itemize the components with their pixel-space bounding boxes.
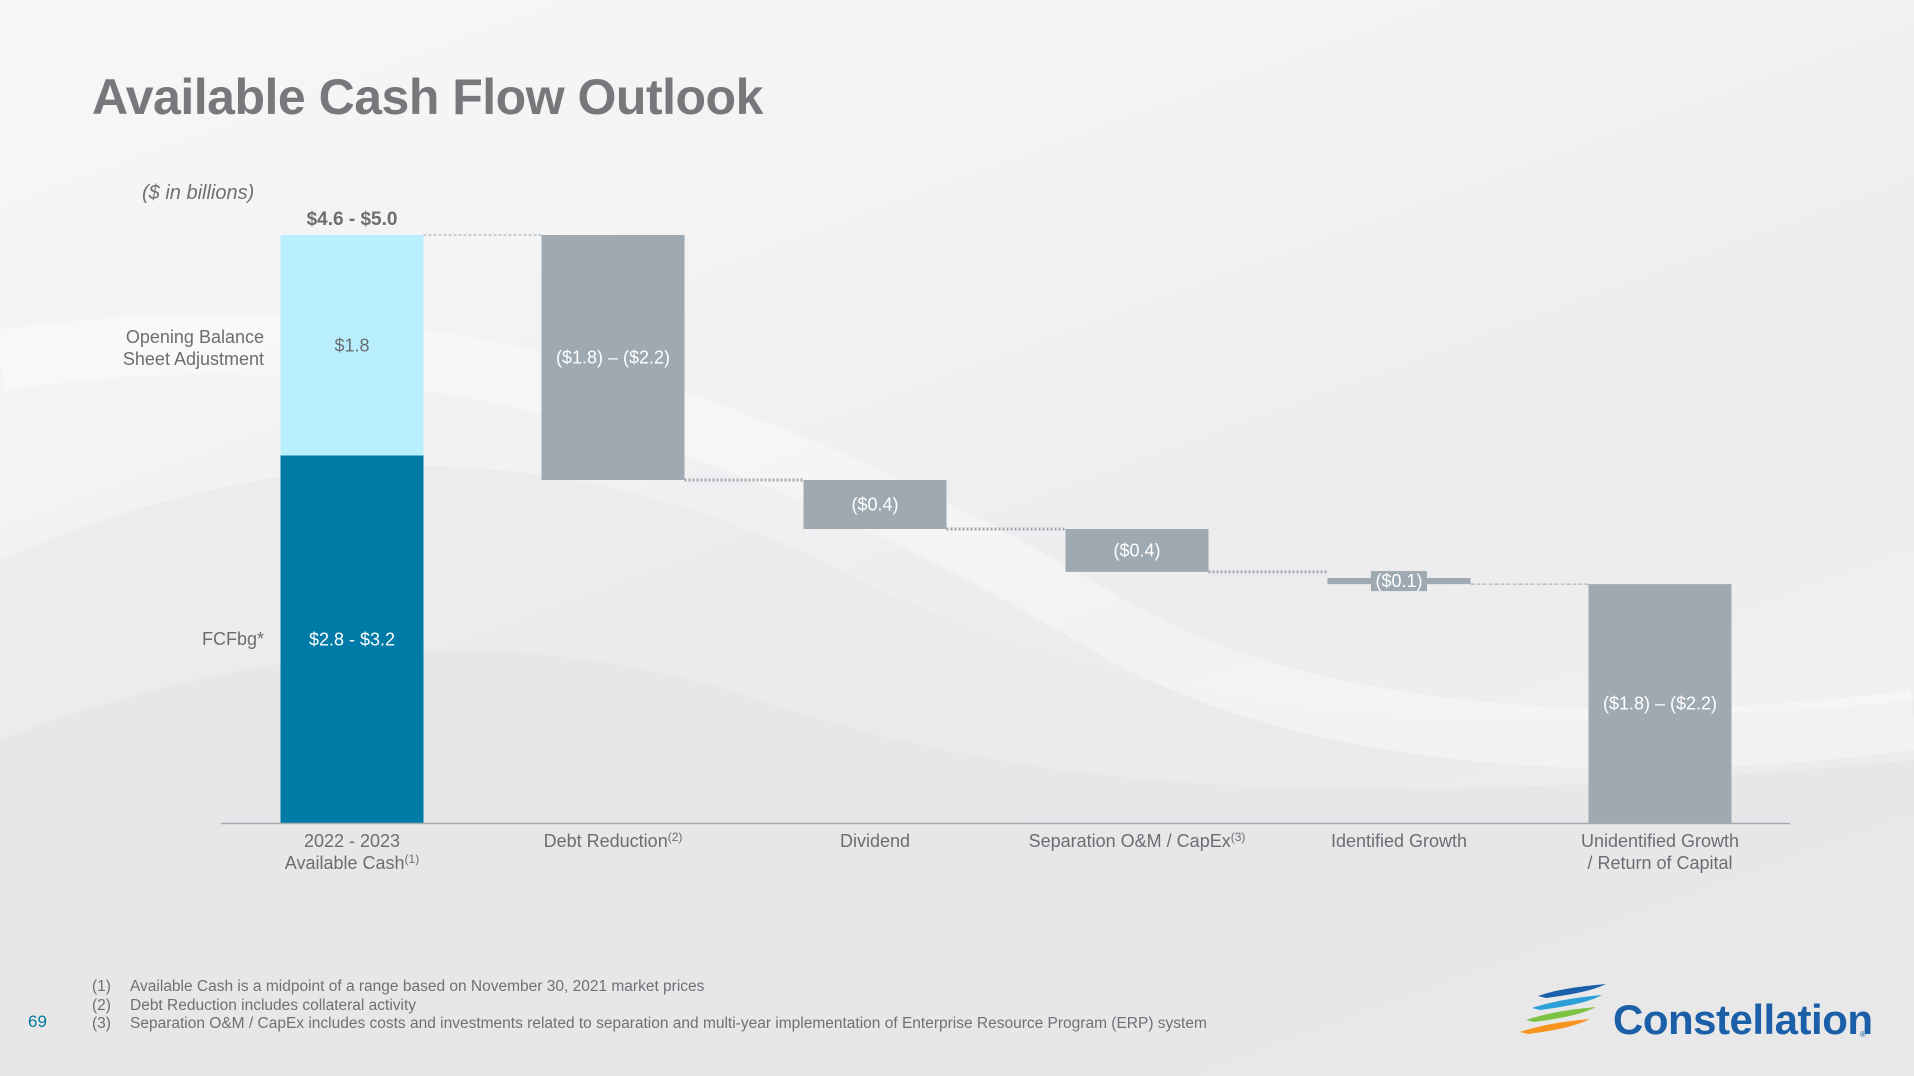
bar-value-label: ($0.4)	[1113, 540, 1160, 560]
waterfall-bar	[803, 480, 947, 529]
stack-label: Sheet Adjustment	[123, 349, 264, 369]
units-note: ($ in billions)	[142, 182, 255, 204]
footnote: (3) Separation O&M / CapEx includes cost…	[92, 1015, 1207, 1034]
bar-value-label: $2.8 - $3.2	[309, 629, 395, 649]
footnote-number: (3)	[92, 1015, 111, 1032]
footnote: (1) Available Cash is a midpoint of a ra…	[92, 978, 1207, 997]
category-label: Debt Reduction(2)	[544, 830, 683, 851]
constellation-logo-mark-icon	[1520, 984, 1606, 1034]
waterfall-bar	[1588, 584, 1732, 823]
category-label: / Return of Capital	[1587, 853, 1732, 873]
bar-value-label: ($0.1)	[1375, 571, 1422, 591]
category-label: 2022 - 2023	[304, 831, 400, 851]
category-label: Available Cash(1)	[285, 852, 419, 873]
total-value-label: $4.6 - $5.0	[307, 209, 398, 230]
stack-label: Opening Balance	[126, 327, 264, 347]
category-label: Identified Growth	[1331, 831, 1467, 851]
footnote: (2) Debt Reduction includes collateral a…	[92, 997, 1207, 1016]
bar-value-label: ($1.8) – ($2.2)	[556, 348, 670, 368]
bar-value-label: ($1.8) – ($2.2)	[1603, 694, 1717, 714]
waterfall-bar	[280, 455, 424, 823]
category-label: Unidentified Growth	[1581, 831, 1739, 851]
page-number: 69	[28, 1012, 47, 1031]
waterfall-bar	[541, 235, 685, 480]
footnote-text: Debt Reduction includes collateral activ…	[130, 996, 417, 1014]
bar-value-label: $1.8	[334, 335, 369, 355]
stack-label: FCFbg*	[202, 629, 264, 649]
category-label: Separation O&M / CapEx(3)	[1029, 830, 1246, 851]
footnote-text: Separation O&M / CapEx includes costs an…	[130, 1015, 1207, 1032]
bar-value-label: ($0.4)	[851, 495, 898, 515]
constellation-logo-wordmark: Constellation	[1613, 996, 1873, 1043]
waterfall-bar	[280, 235, 424, 456]
footnote-text: Available Cash is a midpoint of a range …	[130, 978, 705, 995]
category-label: Dividend	[840, 831, 910, 851]
footnote-number: (1)	[92, 978, 111, 995]
waterfall-bar	[1065, 529, 1209, 572]
footnotes: (1) Available Cash is a midpoint of a ra…	[92, 978, 1207, 1034]
constellation-logo: Constellation ®	[1516, 982, 1876, 1044]
bar-label-box	[1371, 571, 1427, 592]
page-title: Available Cash Flow Outlook	[92, 69, 763, 125]
registered-mark: ®	[1860, 1030, 1866, 1039]
waterfall-chart: $2.8 - $3.2 $1.8 ($1.8) – ($2.2) ($0.4) ($0.…	[123, 209, 1790, 873]
footnote-number: (2)	[92, 996, 111, 1014]
